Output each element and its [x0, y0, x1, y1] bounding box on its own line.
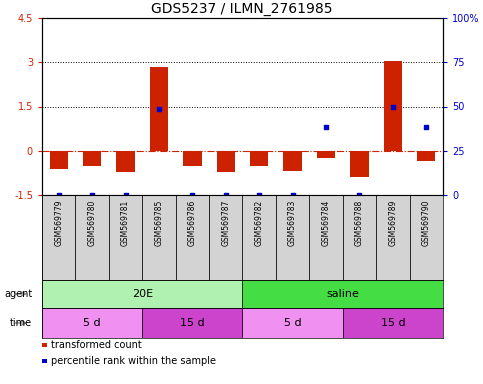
Bar [75, 195, 109, 280]
Point [155, 106, 163, 113]
Bar [376, 195, 410, 280]
Bar [242, 280, 443, 308]
Bar [42, 308, 142, 338]
Point [222, 192, 229, 198]
Point [289, 192, 297, 198]
Point [423, 124, 430, 130]
Text: 15 d: 15 d [180, 318, 205, 328]
Text: GSM569784: GSM569784 [322, 199, 330, 246]
Bar [242, 195, 276, 280]
Text: transformed count: transformed count [51, 340, 142, 350]
Bar [276, 195, 309, 280]
Text: GSM569781: GSM569781 [121, 199, 130, 245]
Point [55, 192, 63, 198]
Point [256, 192, 263, 198]
Text: percentile rank within the sample: percentile rank within the sample [51, 356, 216, 366]
Bar [116, 151, 135, 172]
Bar [417, 151, 436, 161]
Bar [42, 280, 242, 308]
Bar [50, 151, 68, 169]
Text: saline: saline [327, 289, 359, 299]
Bar [150, 67, 168, 151]
Text: GSM569787: GSM569787 [221, 199, 230, 246]
Bar [176, 195, 209, 280]
Bar [384, 61, 402, 151]
Bar [142, 308, 242, 338]
Text: GSM569788: GSM569788 [355, 199, 364, 245]
Bar [317, 151, 335, 158]
Text: GSM569780: GSM569780 [87, 199, 97, 246]
Bar [250, 151, 269, 166]
Bar [216, 151, 235, 172]
Point [122, 192, 129, 198]
Text: GSM569790: GSM569790 [422, 199, 431, 246]
Bar [343, 308, 443, 338]
Text: 20E: 20E [132, 289, 153, 299]
Point [322, 124, 330, 130]
Point [389, 103, 397, 109]
Bar [410, 195, 443, 280]
Bar [142, 195, 176, 280]
Text: time: time [10, 318, 32, 328]
Text: 5 d: 5 d [83, 318, 101, 328]
Bar [209, 195, 242, 280]
Bar [109, 195, 142, 280]
Bar [350, 151, 369, 177]
Text: 15 d: 15 d [381, 318, 405, 328]
Text: 5 d: 5 d [284, 318, 301, 328]
Bar [309, 195, 343, 280]
Text: agent: agent [4, 289, 32, 299]
Point [188, 192, 196, 198]
Text: GSM569782: GSM569782 [255, 199, 264, 245]
Text: GSM569779: GSM569779 [54, 199, 63, 246]
Bar [83, 151, 101, 166]
Text: GSM569783: GSM569783 [288, 199, 297, 246]
Bar [183, 151, 201, 166]
Text: GSM569789: GSM569789 [388, 199, 398, 246]
Bar [42, 195, 75, 280]
Bar [284, 151, 302, 171]
Text: GSM569786: GSM569786 [188, 199, 197, 246]
Point [88, 192, 96, 198]
Bar [343, 195, 376, 280]
Text: GDS5237 / ILMN_2761985: GDS5237 / ILMN_2761985 [151, 2, 332, 16]
Text: GSM569785: GSM569785 [155, 199, 163, 246]
Bar [242, 308, 343, 338]
Point [355, 192, 363, 198]
